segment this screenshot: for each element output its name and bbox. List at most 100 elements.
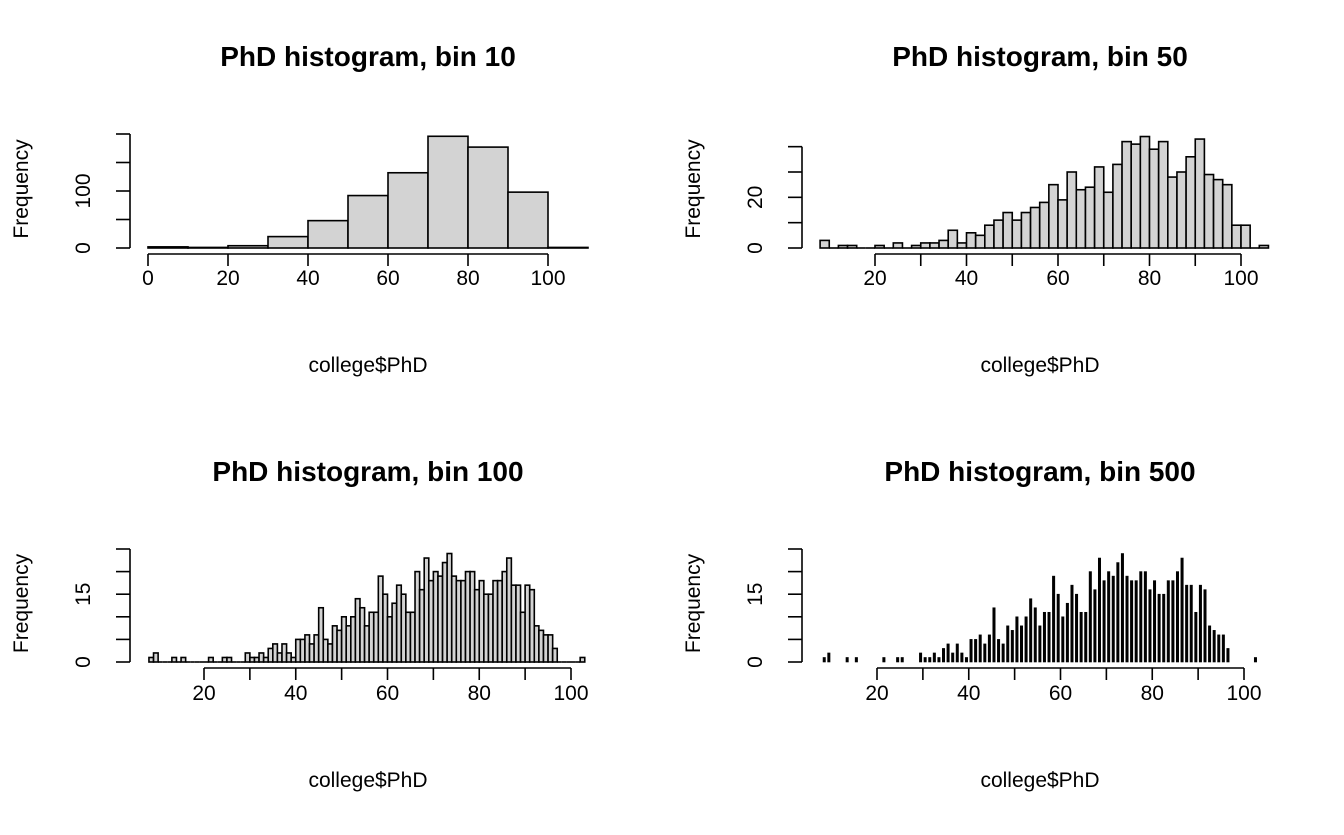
- histogram-bar: [974, 639, 978, 663]
- panel-3: PhD histogram, bin 100 20 40 60 80 100 college…: [10, 456, 589, 792]
- histogram-bar: [1175, 571, 1179, 663]
- histogram-bar: [919, 652, 923, 663]
- histogram-bar: [1212, 630, 1216, 663]
- histogram-bar: [819, 239, 831, 249]
- histogram-bar: [1011, 219, 1023, 249]
- panel-1: PhD histogram, bin 10 0 20 40 60 80 100 college…: [10, 41, 589, 377]
- histogram-bar: [1048, 183, 1059, 249]
- histogram-bar: [1198, 584, 1202, 663]
- x-tick-label: 20: [863, 267, 886, 290]
- histogram-bar: [1176, 171, 1187, 249]
- histogram-bar: [1208, 625, 1212, 663]
- x-tick-label: 80: [1141, 682, 1164, 705]
- histogram-bar: [1162, 593, 1166, 663]
- histogram-bar: [1075, 188, 1087, 249]
- x-tick-label: 20: [865, 682, 888, 705]
- histogram-bar: [1102, 191, 1114, 249]
- histogram-bar: [837, 244, 849, 249]
- histogram-bar: [1139, 135, 1151, 249]
- histogram-bar: [1116, 562, 1120, 663]
- histogram-bar: [1020, 211, 1032, 249]
- histogram-bar: [317, 606, 325, 663]
- histogram-bar: [1217, 634, 1221, 663]
- histogram-bar: [1194, 138, 1206, 249]
- histogram-bar: [1042, 611, 1046, 663]
- histogram-bar: [1088, 571, 1092, 663]
- histogram-bar: [993, 219, 1004, 249]
- histogram-bar: [1258, 244, 1270, 249]
- histogram-bar: [946, 643, 950, 663]
- histogram-bar: [951, 652, 955, 663]
- histogram-bar: [900, 657, 904, 663]
- histogram-bar: [923, 657, 927, 663]
- y-tick-label: 0: [744, 656, 767, 668]
- y-tick-label: 0: [72, 656, 95, 668]
- histogram-bar: [960, 652, 964, 663]
- y-tick-label: 15: [72, 583, 95, 606]
- histogram-bar: [551, 647, 559, 663]
- histogram-bar: [932, 652, 936, 663]
- histogram-bar: [387, 171, 429, 249]
- y-axis-label: Frequency: [10, 553, 33, 653]
- histogram-bar: [947, 229, 959, 249]
- histogram-bar: [1112, 163, 1123, 249]
- x-tick-label: 80: [456, 267, 479, 290]
- histogram-bar: [827, 652, 831, 663]
- histogram-bar: [1107, 571, 1111, 663]
- histogram-bar: [1203, 173, 1215, 249]
- x-tick-label: 80: [468, 682, 491, 705]
- x-tick-label: 60: [376, 682, 399, 705]
- x-tick-label: 60: [1046, 267, 1069, 290]
- histogram-bar: [1157, 593, 1161, 663]
- y-tick-label: 100: [72, 173, 95, 208]
- y-tick-label: 0: [72, 242, 95, 254]
- histogram-bar: [307, 219, 349, 249]
- histogram-bar: [467, 146, 509, 249]
- histogram-bar: [928, 657, 932, 663]
- histogram-bar: [147, 246, 189, 249]
- chart-title: PhD histogram, bin 100: [212, 456, 523, 487]
- histogram-bar: [1047, 611, 1051, 663]
- histogram-bar: [1020, 625, 1024, 663]
- histogram-bar: [964, 657, 968, 663]
- histogram-bar: [171, 656, 178, 663]
- histogram-bar: [1010, 630, 1014, 663]
- histogram-bar: [1120, 553, 1124, 663]
- y-tick-label: 15: [744, 583, 767, 606]
- histogram-bar: [1084, 186, 1096, 249]
- histogram-bar: [1253, 657, 1257, 663]
- histogram-bar: [507, 191, 549, 249]
- histogram-bar: [1066, 171, 1078, 249]
- histogram-bar: [1180, 557, 1184, 663]
- histogram-bar: [1166, 580, 1170, 663]
- histogram-bar: [1093, 166, 1105, 249]
- x-axis-label: college$PhD: [308, 354, 427, 377]
- histogram-bar: [822, 657, 826, 663]
- histogram-bar: [919, 242, 931, 249]
- histogram-bar: [1102, 580, 1106, 663]
- histogram-bar: [1057, 199, 1068, 249]
- histogram-bar: [992, 607, 996, 663]
- panel-2: PhD histogram, bin 50 20 40 60 80 100 college$…: [682, 41, 1270, 377]
- y-axis-label: Frequency: [10, 139, 33, 239]
- histogram-bar: [1061, 616, 1065, 663]
- x-tick-label: 60: [1049, 682, 1072, 705]
- x-tick-label: 40: [957, 682, 980, 705]
- histogram-bar: [845, 657, 849, 663]
- histogram-bar: [910, 244, 922, 249]
- histogram-bar: [938, 239, 949, 249]
- histogram-bar: [1189, 584, 1193, 663]
- chart-title: PhD histogram, bin 50: [892, 41, 1188, 72]
- x-tick-label: 20: [192, 682, 215, 705]
- histogram-bar: [347, 194, 389, 249]
- histogram-bar: [983, 643, 987, 663]
- histogram-bar: [1157, 140, 1169, 249]
- x-tick-label: 0: [142, 267, 154, 290]
- histogram-bar: [1240, 224, 1251, 249]
- histogram-bar: [1121, 140, 1133, 249]
- histogram-bar: [579, 656, 586, 663]
- histogram-bar: [874, 244, 885, 249]
- histogram-bar: [955, 643, 959, 663]
- x-axis-label: college$PhD: [980, 769, 1099, 792]
